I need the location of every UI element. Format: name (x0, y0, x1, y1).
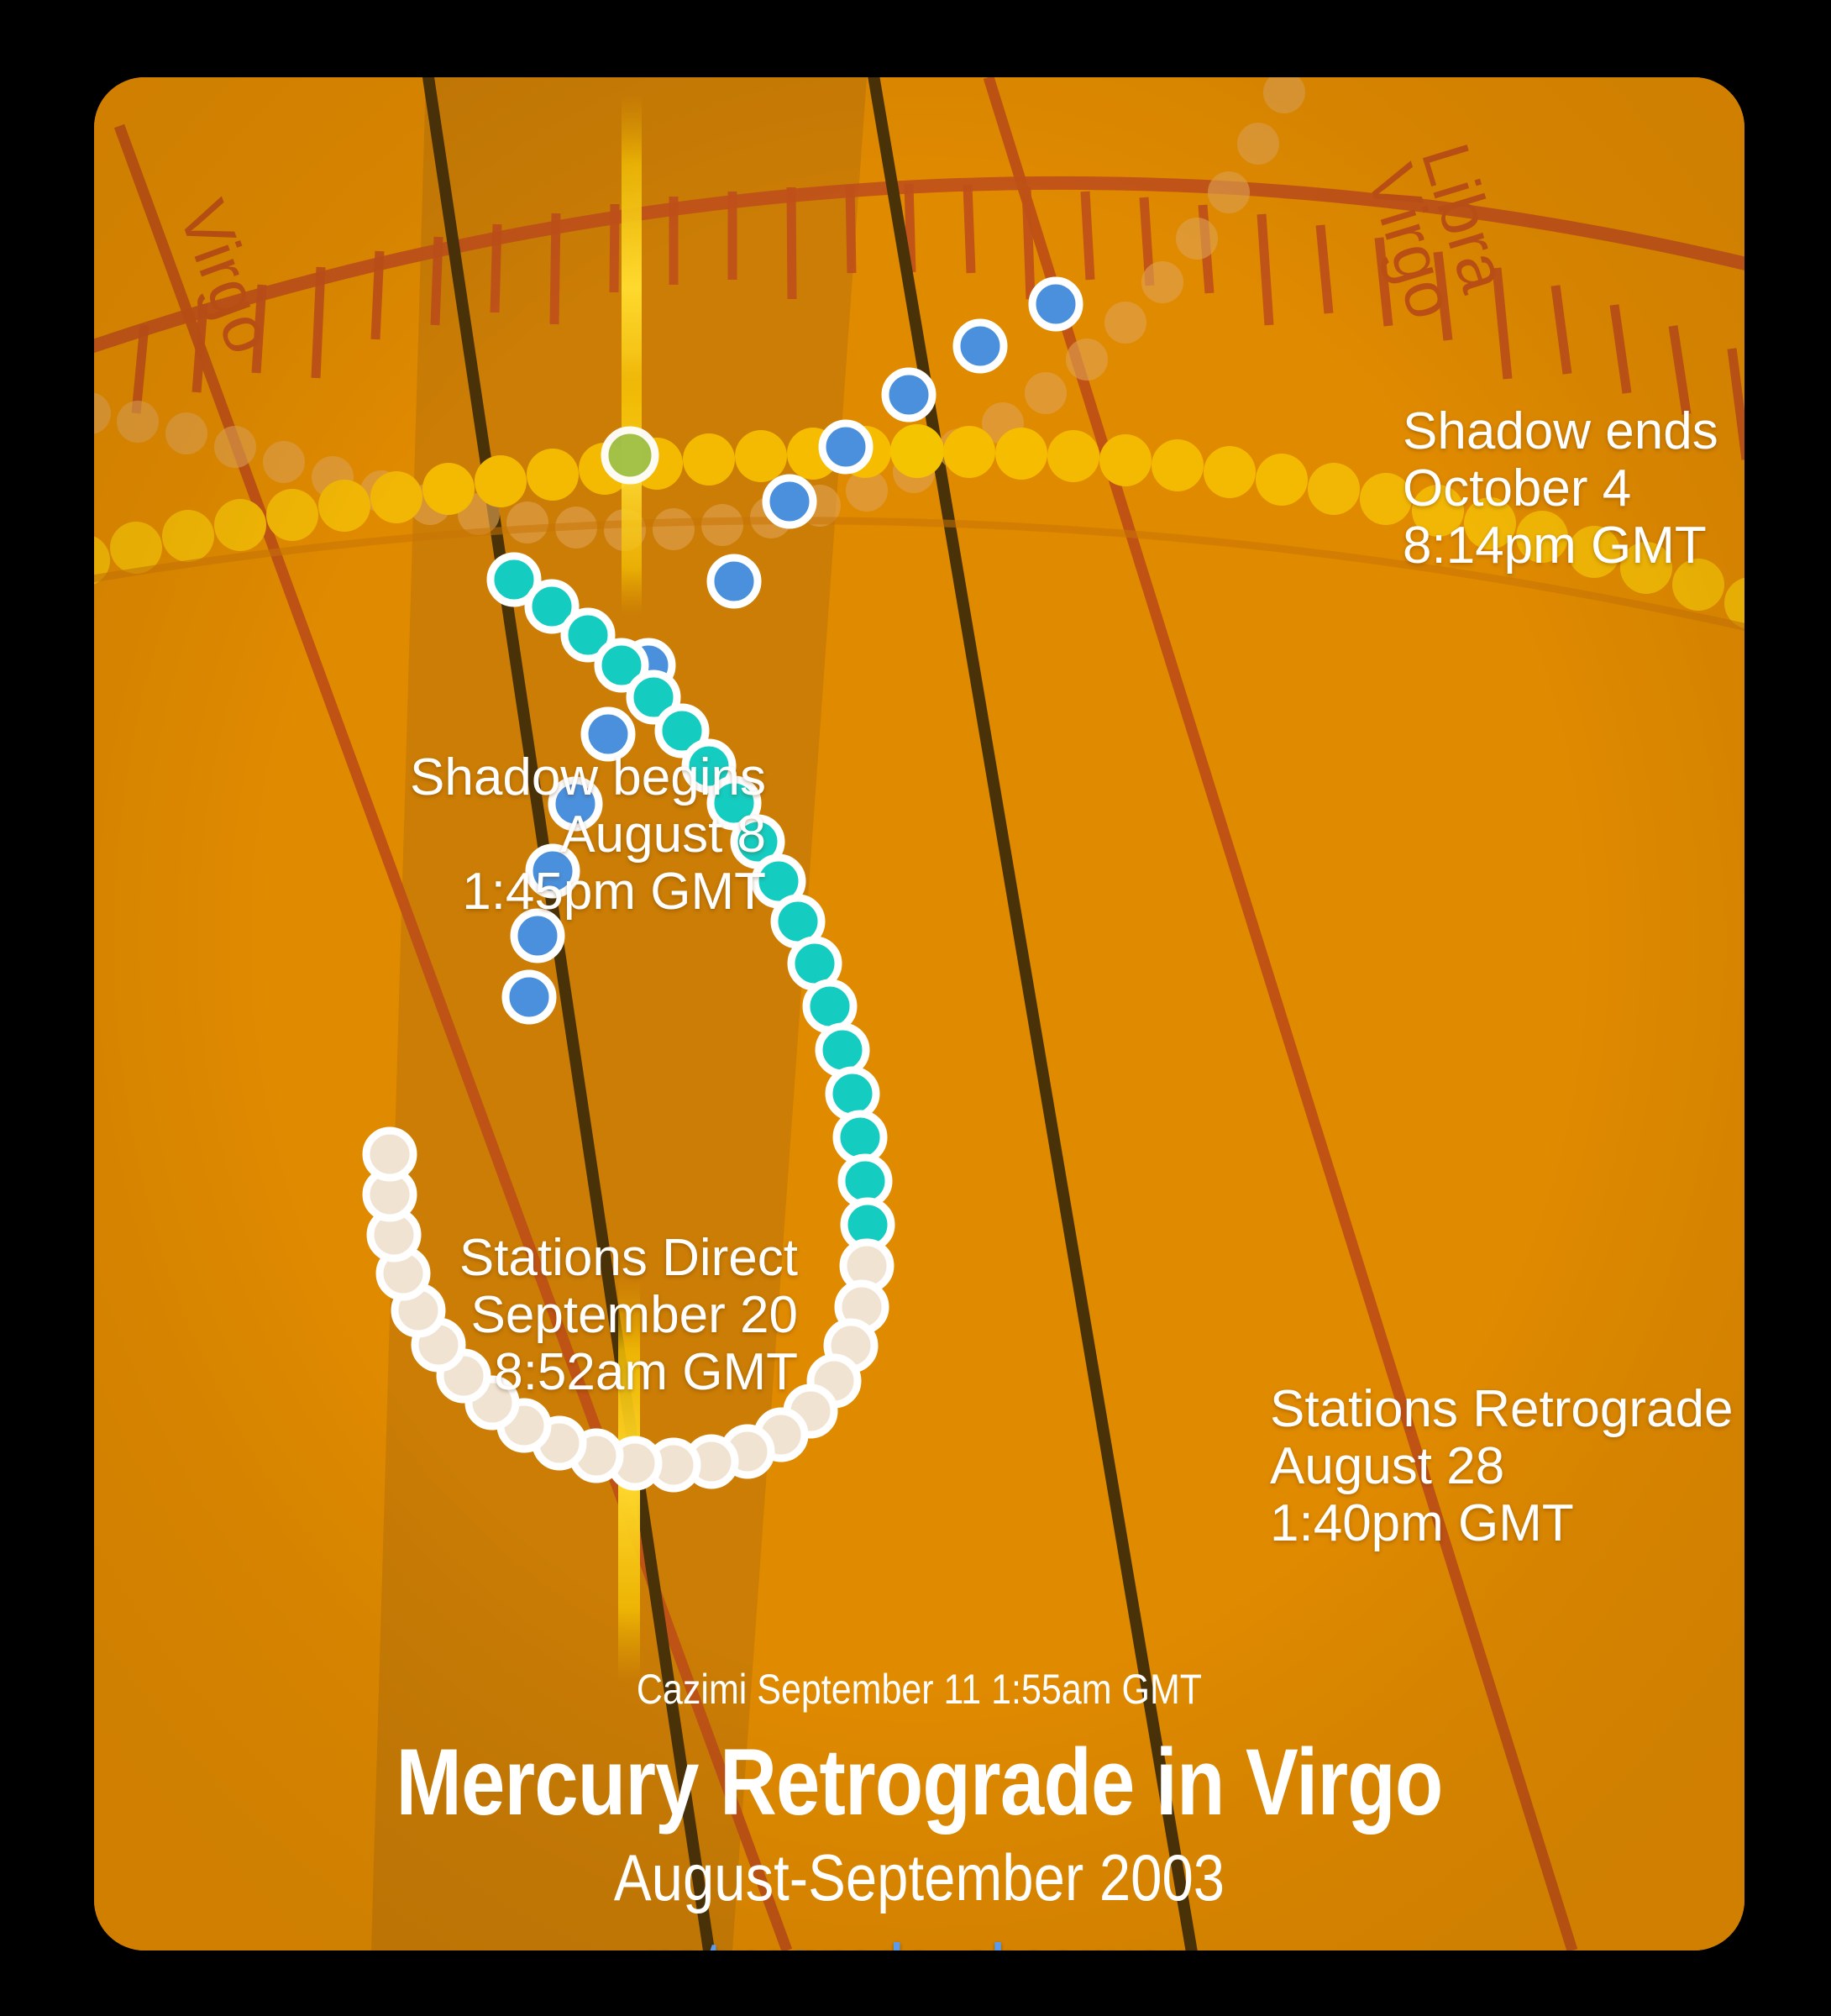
stations-direct-label: Stations Direct September 20 8:52am GMT (459, 1229, 798, 1402)
source-footer: retrograde.observer (94, 1938, 1744, 1950)
chart-subtitle: August-September 2003 (613, 1840, 1225, 1914)
vignette-overlay (94, 77, 1744, 1950)
shadow-ends-label: Shadow ends October 4 8:14pm GMT (1403, 402, 1718, 575)
cazimi-label: Cazimi September 11 1:55am GMT (636, 1666, 1203, 1713)
sky-chart-card: Virgo Virgo Virgo Libra (94, 77, 1744, 1950)
sky-chart-svg: Virgo Virgo Virgo Libra (94, 77, 1744, 1950)
stations-retrograde-label: Stations Retrograde August 28 1:40pm GMT (1270, 1380, 1734, 1553)
shadow-begins-label: Shadow begins August 8 1:45pm GMT (410, 748, 766, 921)
chart-title: Mercury Retrograde in Virgo (396, 1730, 1444, 1835)
